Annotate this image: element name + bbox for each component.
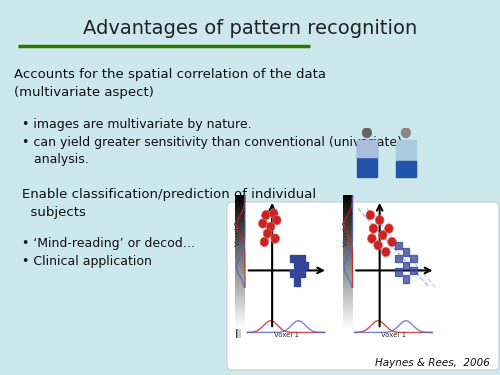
Circle shape (258, 219, 267, 228)
Circle shape (270, 209, 278, 218)
Circle shape (362, 128, 372, 138)
Bar (236, 187, 240, 338)
Bar (237, 187, 240, 338)
Bar (236, 187, 240, 338)
Bar (236, 187, 240, 338)
Circle shape (374, 241, 382, 250)
Bar (237, 187, 240, 338)
FancyBboxPatch shape (294, 279, 300, 286)
Circle shape (384, 224, 394, 233)
FancyBboxPatch shape (402, 275, 409, 282)
Circle shape (368, 234, 376, 243)
Bar (236, 187, 240, 338)
Text: Voxel 2: Voxel 2 (235, 221, 241, 246)
Bar (238, 187, 242, 338)
Bar (237, 187, 240, 338)
Text: • can yield greater sensitivity than conventional (univariate)
   analysis.: • can yield greater sensitivity than con… (22, 136, 402, 166)
Text: Accounts for the spatial correlation of the data
(multivariate aspect): Accounts for the spatial correlation of … (14, 68, 326, 99)
Circle shape (272, 216, 281, 225)
Text: Voxel 1: Voxel 1 (274, 332, 298, 338)
FancyBboxPatch shape (290, 270, 297, 278)
Bar (236, 187, 240, 338)
FancyBboxPatch shape (298, 270, 305, 278)
Circle shape (260, 237, 268, 247)
Bar (237, 187, 240, 338)
Bar (236, 187, 239, 338)
Circle shape (376, 216, 384, 225)
Text: • images are multivariate by nature.: • images are multivariate by nature. (22, 118, 252, 131)
FancyBboxPatch shape (357, 140, 376, 177)
Text: Haynes & Rees,  2006: Haynes & Rees, 2006 (375, 358, 490, 368)
Bar (238, 187, 241, 338)
Circle shape (271, 234, 280, 243)
Bar (238, 187, 241, 338)
Bar (237, 187, 240, 338)
FancyBboxPatch shape (301, 262, 308, 269)
Bar (236, 187, 240, 338)
Text: • Clinical application: • Clinical application (22, 255, 152, 268)
FancyBboxPatch shape (395, 242, 402, 249)
Circle shape (382, 247, 390, 257)
FancyBboxPatch shape (402, 262, 409, 269)
FancyBboxPatch shape (396, 140, 415, 177)
Bar (238, 187, 241, 338)
Circle shape (402, 128, 410, 138)
Bar (236, 187, 240, 338)
Circle shape (388, 237, 396, 247)
Text: Voxel 2: Voxel 2 (342, 221, 348, 246)
FancyBboxPatch shape (396, 161, 415, 177)
Bar (237, 187, 240, 338)
FancyBboxPatch shape (410, 255, 417, 262)
Bar (236, 187, 240, 338)
FancyBboxPatch shape (298, 255, 305, 262)
Text: Advantages of pattern recognition: Advantages of pattern recognition (83, 18, 417, 38)
Circle shape (263, 229, 272, 238)
FancyBboxPatch shape (290, 255, 297, 262)
FancyBboxPatch shape (294, 263, 300, 271)
Circle shape (262, 210, 270, 220)
Bar (236, 187, 240, 338)
FancyBboxPatch shape (402, 248, 409, 256)
FancyBboxPatch shape (227, 202, 499, 370)
Bar (236, 187, 240, 338)
FancyBboxPatch shape (395, 268, 402, 276)
Text: • ‘Mind-reading’ or decod…: • ‘Mind-reading’ or decod… (22, 237, 195, 250)
Circle shape (366, 210, 374, 220)
Bar (238, 187, 240, 338)
Text: Voxel 1: Voxel 1 (381, 332, 406, 338)
FancyBboxPatch shape (410, 267, 417, 274)
Circle shape (378, 231, 387, 240)
FancyBboxPatch shape (395, 255, 402, 262)
Text: Enable classification/prediction of individual
  subjects: Enable classification/prediction of indi… (22, 188, 316, 219)
Bar (238, 187, 241, 338)
Bar (236, 187, 240, 338)
Circle shape (266, 222, 275, 231)
Bar (236, 187, 240, 338)
Bar (238, 187, 241, 338)
Bar (238, 187, 241, 338)
Bar (238, 187, 242, 338)
Bar (238, 187, 241, 338)
FancyBboxPatch shape (357, 140, 376, 157)
Circle shape (369, 224, 378, 233)
Bar (236, 187, 240, 338)
